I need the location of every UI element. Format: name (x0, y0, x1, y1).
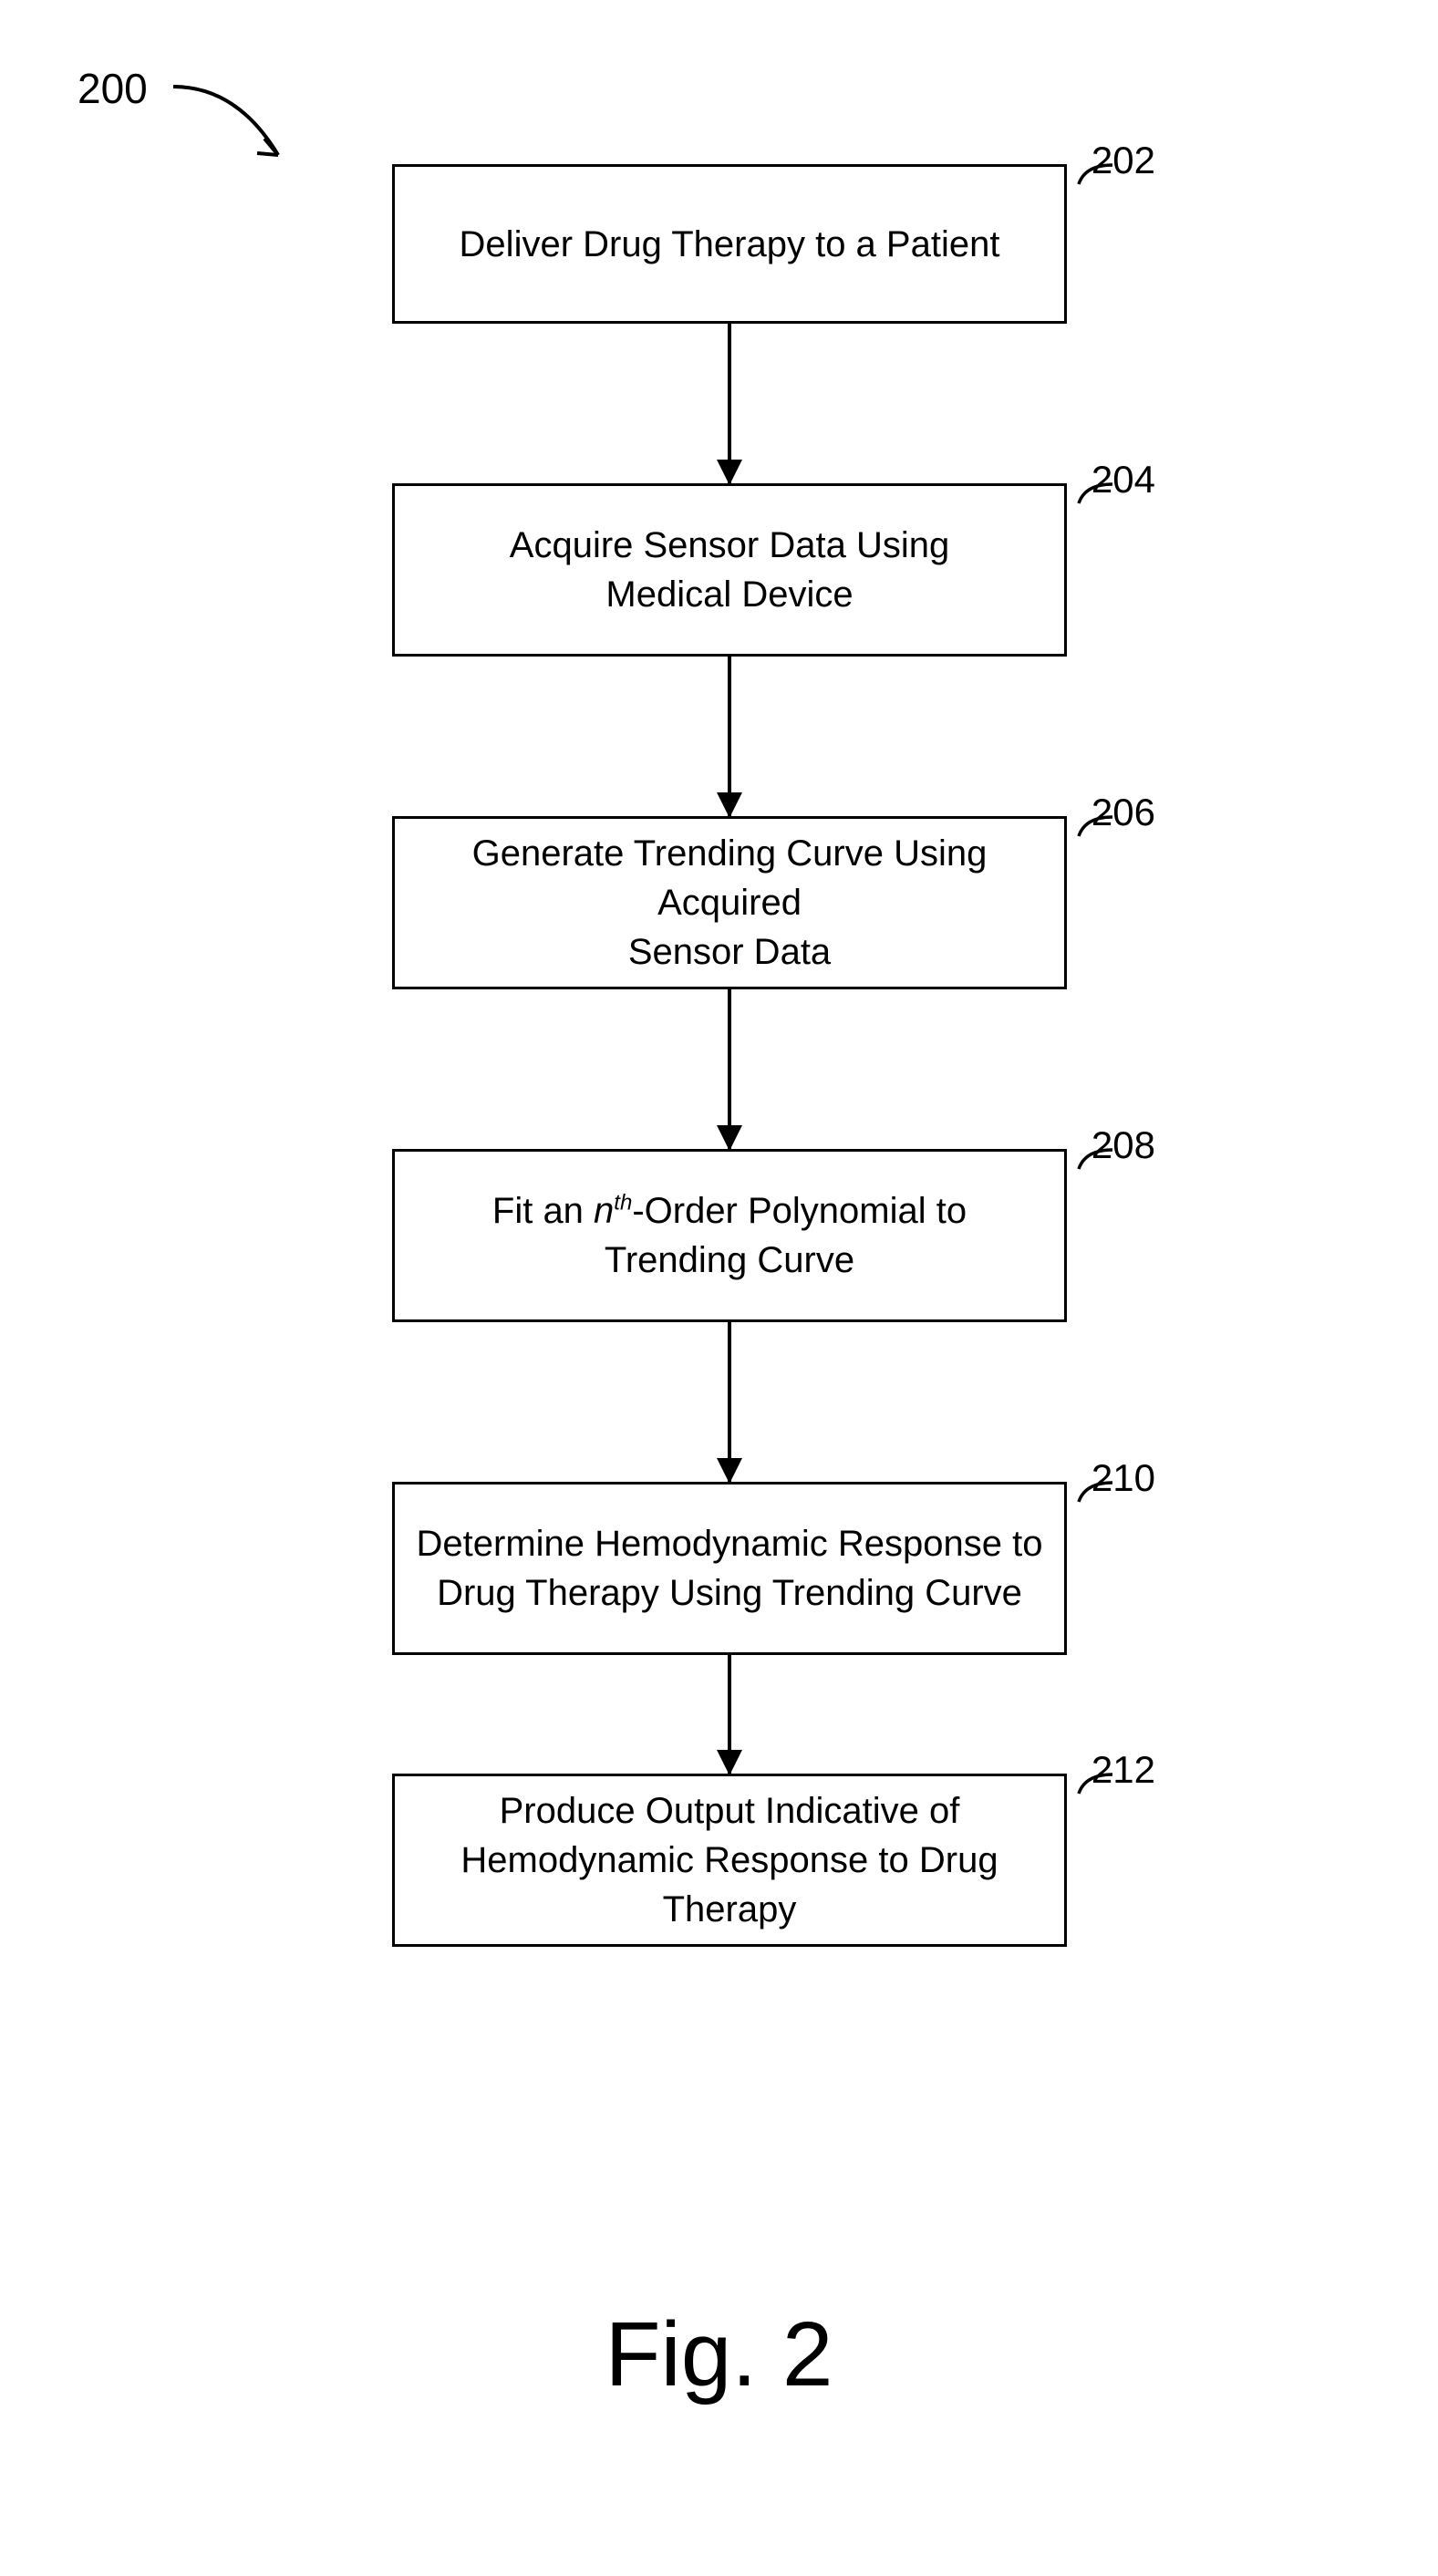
step-box-210: 210 Determine Hemodynamic Response to Dr… (392, 1482, 1067, 1655)
step-text-line2: Sensor Data (628, 927, 831, 977)
arrowhead-icon (717, 792, 742, 818)
step-box-204: 204 Acquire Sensor Data Using Medical De… (392, 483, 1067, 657)
step-text-line1: Produce Output Indicative of (500, 1786, 960, 1836)
ref-label-202: 202 (1091, 135, 1155, 187)
ref-label-208: 208 (1091, 1120, 1155, 1172)
ref-label-204: 204 (1091, 454, 1155, 506)
arrowhead-icon (717, 1458, 742, 1484)
step-box-208: 208 Fit an nth-Order Polynomial to Trend… (392, 1149, 1067, 1322)
flowchart-diagram: 200 202 Deliver Drug Therapy to a Patien… (0, 0, 1438, 2576)
flowchart-container: 202 Deliver Drug Therapy to a Patient 20… (319, 164, 1140, 2170)
figure-label: Fig. 2 (0, 2302, 1438, 2407)
connector-arrow (728, 324, 731, 483)
arrowhead-icon (717, 1125, 742, 1151)
ref-label-212: 212 (1091, 1744, 1155, 1796)
step-text-line2: Medical Device (605, 570, 853, 619)
step-text-line1: Acquire Sensor Data Using (510, 521, 949, 570)
step-text-line1: Determine Hemodynamic Response to (417, 1519, 1043, 1568)
ref-label-210: 210 (1091, 1453, 1155, 1505)
step-text-line2: Drug Therapy Using Trending Curve (437, 1568, 1022, 1618)
step-box-212: 212 Produce Output Indicative of Hemodyn… (392, 1774, 1067, 1947)
connector-arrow (728, 989, 731, 1149)
diagram-ref-number: 200 (78, 64, 148, 113)
ref-label-206: 206 (1091, 787, 1155, 839)
step-text: Deliver Drug Therapy to a Patient (460, 220, 1000, 269)
connector-arrow (728, 1322, 731, 1482)
step-box-202: 202 Deliver Drug Therapy to a Patient (392, 164, 1067, 324)
step-text-line2: Trending Curve (605, 1236, 854, 1285)
step-text-line1: Fit an nth-Order Polynomial to (492, 1186, 967, 1236)
connector-arrow (728, 1655, 731, 1774)
ref-arrow-curve (164, 73, 301, 182)
step-text-line2: Hemodynamic Response to Drug Therapy (413, 1836, 1046, 1934)
step-box-206: 206 Generate Trending Curve Using Acquir… (392, 816, 1067, 989)
arrowhead-icon (717, 1750, 742, 1775)
connector-arrow (728, 657, 731, 816)
step-text-line1: Generate Trending Curve Using Acquired (413, 829, 1046, 927)
arrowhead-icon (717, 460, 742, 485)
